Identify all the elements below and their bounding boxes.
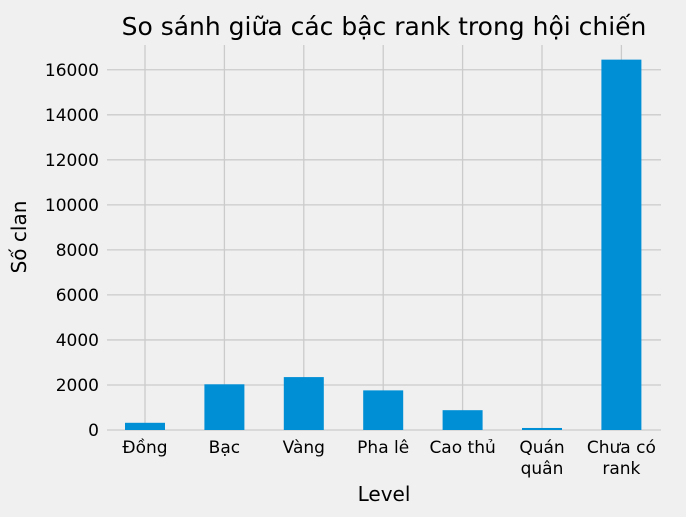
x-tick-label: Quán quân: [519, 438, 564, 479]
y-tick-label: 16000: [45, 61, 99, 81]
y-tick-label: 2000: [56, 376, 99, 396]
x-tick-labels: Đồng Bạc Vàng Pha lê Cao thủ Quán quân Chưa có r…: [122, 437, 655, 479]
x-tick-label: Cao thủ: [429, 438, 495, 458]
x-axis-label: Level: [358, 482, 411, 506]
y-tick-label: 10000: [45, 196, 99, 216]
chart-title: So sánh giữa các bậc rank trong hội chiế…: [122, 12, 647, 41]
bar: [204, 384, 245, 430]
bar: [125, 422, 165, 430]
bar: [442, 410, 483, 430]
y-tick-label: 0: [88, 421, 99, 441]
x-tick-label: Bạc: [209, 438, 240, 458]
y-tick-labels: 0 2000 4000 6000 8000 10000 12000 14000 16000: [45, 61, 99, 441]
x-tick-label: Đồng: [122, 437, 167, 458]
x-tick-label: Vàng: [283, 438, 325, 458]
bar: [522, 427, 562, 430]
bar: [363, 390, 404, 430]
bars: [125, 59, 642, 431]
y-tick-label: 14000: [45, 106, 99, 126]
x-tick-label: Pha lê: [357, 438, 409, 458]
y-tick-label: 4000: [56, 331, 99, 351]
y-axis-label: Số clan: [7, 201, 31, 274]
grid: [107, 45, 661, 431]
x-tick-label: Chưa có rank: [587, 438, 656, 479]
bar: [283, 377, 324, 430]
y-tick-label: 6000: [56, 286, 99, 306]
y-tick-label: 12000: [45, 151, 99, 171]
bar: [601, 59, 642, 431]
y-tick-label: 8000: [56, 241, 99, 261]
